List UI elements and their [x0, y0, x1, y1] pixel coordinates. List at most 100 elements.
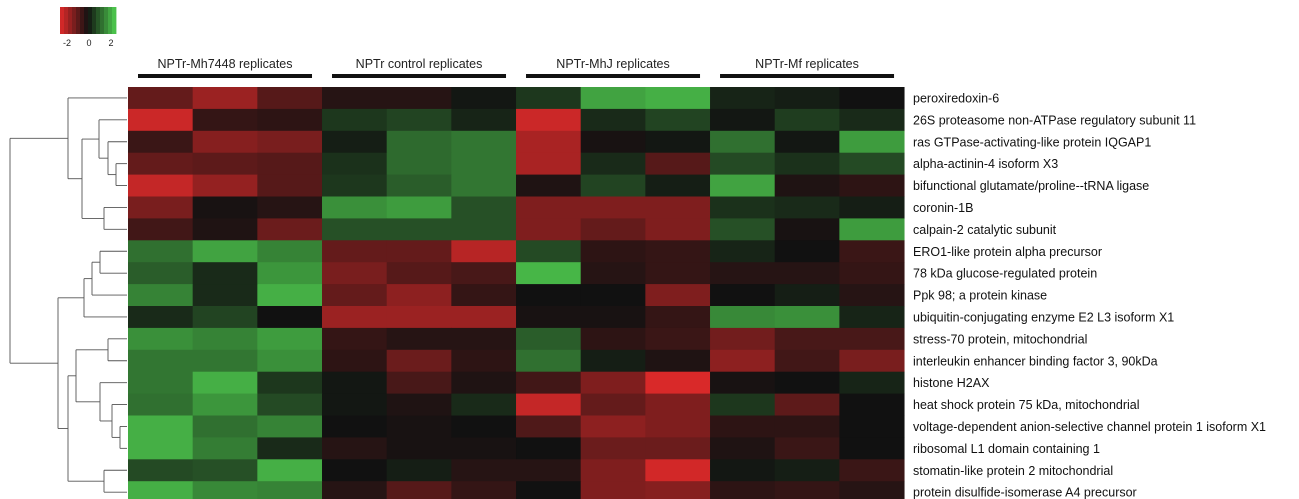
- column-group-labels: NPTr-Mh7448 replicates NPTr control repli…: [138, 57, 895, 78]
- heatmap-cell: [774, 415, 840, 438]
- heatmap-cell: [257, 196, 323, 219]
- heatmap-cell: [710, 87, 776, 110]
- heatmap-cell: [645, 306, 711, 329]
- heatmap-cell: [451, 371, 517, 395]
- heatmap-cell: [774, 327, 840, 351]
- heatmap-cell: [645, 174, 711, 197]
- heatmap-cell: [192, 240, 258, 263]
- heatmap-cell: [192, 481, 258, 499]
- heatmap-cell: [516, 393, 582, 416]
- heatmap-cell: [516, 174, 582, 197]
- heatmap-cell: [774, 459, 840, 482]
- row-labels: peroxiredoxin-6 26S proteasome non-ATPase…: [913, 91, 1266, 499]
- heatmap-cell: [645, 284, 711, 307]
- legend-tick-high: 2: [108, 38, 113, 48]
- heatmap-cell: [451, 481, 517, 499]
- heatmap-cell: [257, 284, 323, 307]
- heatmap-cell: [451, 196, 517, 219]
- heatmap-cell: [128, 371, 194, 395]
- heatmap-cell: [322, 284, 388, 307]
- heatmap-cell: [451, 459, 517, 482]
- heatmap-cell: [710, 152, 776, 176]
- heatmap-cell: [192, 196, 258, 219]
- heatmap-cell: [580, 240, 646, 263]
- heatmap-cell: [710, 262, 776, 285]
- heatmap-cell: [451, 108, 517, 132]
- row-label: calpain-2 catalytic subunit: [913, 223, 1057, 237]
- heatmap-cell: [257, 130, 323, 154]
- row-label: 78 kDa glucose-regulated protein: [913, 267, 1097, 281]
- heatmap-cell: [839, 459, 905, 482]
- legend-swatch: [104, 7, 109, 34]
- group-bar: [720, 74, 895, 78]
- heatmap-cell: [322, 327, 388, 351]
- heatmap-cell: [386, 327, 452, 351]
- heatmap-cell: [128, 393, 194, 416]
- heatmap-cell: [839, 108, 905, 132]
- heatmap-cell: [322, 262, 388, 285]
- heatmap-cell: [774, 437, 840, 460]
- heatmap-cell: [645, 481, 711, 499]
- heatmap-cell: [451, 437, 517, 460]
- heatmap-cell: [839, 130, 905, 154]
- heatmap-cell: [257, 415, 323, 438]
- heatmap-cell: [645, 152, 711, 176]
- heatmap-cell: [839, 284, 905, 307]
- heatmap-cell: [386, 349, 452, 373]
- heatmap-cell: [386, 415, 452, 438]
- heatmap-cell: [322, 218, 388, 241]
- legend-swatch: [100, 7, 105, 34]
- heatmap-cell: [516, 459, 582, 482]
- heatmap-cell: [192, 174, 258, 197]
- heatmap-cell: [192, 437, 258, 460]
- heatmap-cell: [451, 130, 517, 154]
- heatmap-cell: [386, 306, 452, 329]
- heatmap-cell: [386, 262, 452, 285]
- heatmap-cell: [322, 130, 388, 154]
- heatmap-cell: [516, 196, 582, 219]
- heatmap-cell: [128, 459, 194, 482]
- heatmap-cell: [774, 481, 840, 499]
- row-label: bifunctional glutamate/proline--tRNA lig…: [913, 179, 1149, 193]
- heatmap-cell: [645, 218, 711, 241]
- heatmap-cell: [128, 174, 194, 197]
- heatmap-cell: [322, 240, 388, 263]
- heatmap-cell: [128, 349, 194, 373]
- heatmap-cell: [386, 481, 452, 499]
- heatmap-cell: [645, 130, 711, 154]
- heatmap-cell: [451, 327, 517, 351]
- heatmap-cell: [128, 130, 194, 154]
- legend-swatch: [80, 7, 85, 34]
- heatmap-cell: [451, 174, 517, 197]
- legend-swatch: [84, 7, 89, 34]
- legend-swatch: [68, 7, 73, 34]
- heatmap-cell: [192, 393, 258, 416]
- heatmap-cell: [386, 174, 452, 197]
- heatmap-cell: [580, 218, 646, 241]
- row-label: protein disulfide-isomerase A4 precursor: [913, 486, 1137, 499]
- heatmap-cell: [192, 371, 258, 395]
- heatmap-cell: [128, 108, 194, 132]
- heatmap-cell: [645, 327, 711, 351]
- heatmap-cell: [710, 459, 776, 482]
- heatmap-cell: [128, 218, 194, 241]
- heatmap-cell: [386, 87, 452, 110]
- heatmap-cell: [192, 108, 258, 132]
- heatmap-cell: [192, 218, 258, 241]
- heatmap-cell: [774, 306, 840, 329]
- heatmap-cell: [192, 87, 258, 110]
- heatmap-cell: [322, 306, 388, 329]
- heatmap-cell: [128, 262, 194, 285]
- heatmap-cell: [257, 306, 323, 329]
- heatmap-cell: [516, 371, 582, 395]
- heatmap-cell: [580, 415, 646, 438]
- heatmap-cell: [774, 262, 840, 285]
- heatmap-cell: [774, 393, 840, 416]
- heatmap-cell: [839, 327, 905, 351]
- heatmap-cell: [580, 108, 646, 132]
- heatmap-cell: [257, 218, 323, 241]
- heatmap-cell: [516, 437, 582, 460]
- heatmap-cell: [710, 240, 776, 263]
- heatmap-cell: [645, 415, 711, 438]
